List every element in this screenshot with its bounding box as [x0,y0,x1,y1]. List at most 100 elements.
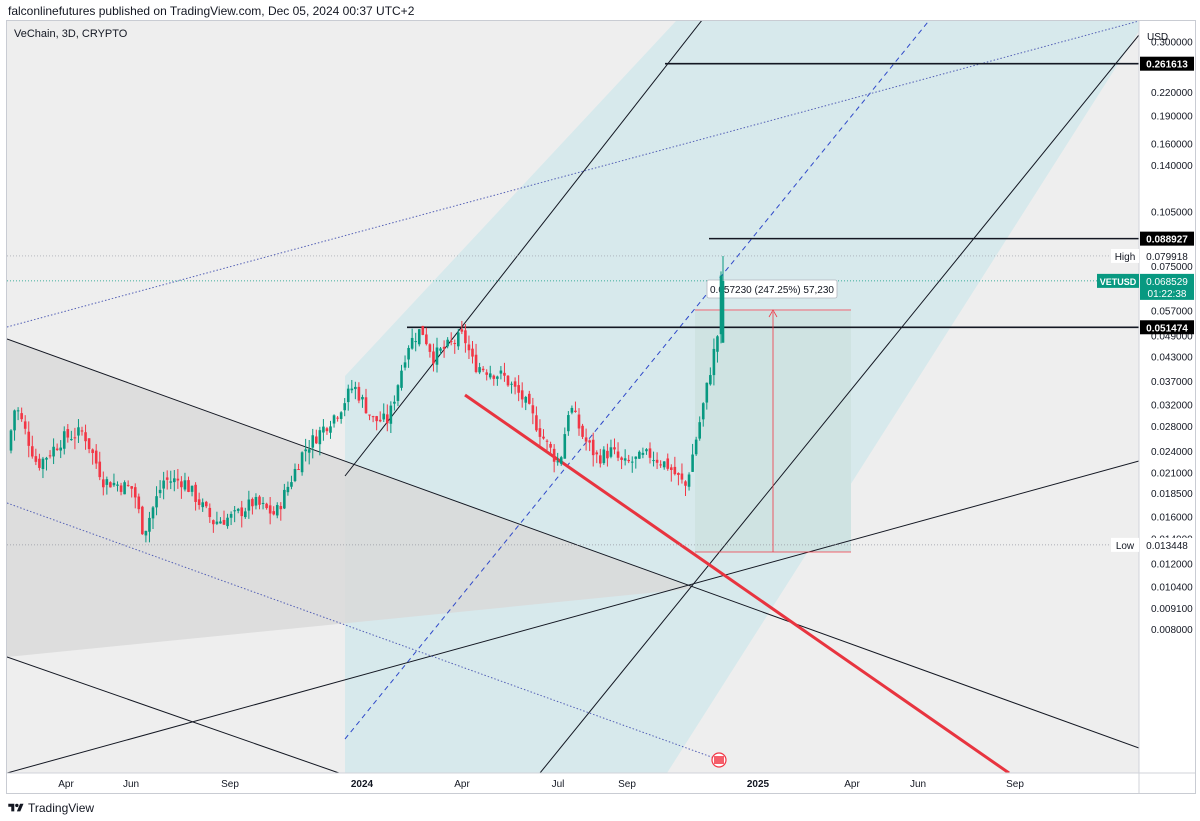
candle-body-145 [524,396,528,403]
candle-body-139 [503,372,506,376]
candle-body-78 [286,486,290,493]
candle-body-59 [219,521,222,524]
candle-body-144 [520,390,524,400]
candle-body-163 [588,440,591,443]
candle-body-137 [496,376,499,379]
candle-body-97 [354,386,357,390]
candle-body-45 [169,481,173,483]
candle-body-42 [158,489,162,494]
candle-body-32 [123,482,126,495]
time-axis[interactable]: Apr Jun Sep 2024 Apr Jul Sep 2025 Apr Jun Sep [7,772,1195,790]
candle-body-63 [233,510,236,512]
candle-body-15 [62,431,66,449]
candle-body-81 [297,469,300,471]
candle-body-150 [542,436,545,439]
y-tick-label-15: 0.018500 [1151,489,1193,500]
countdown-text: 01:22:38 [1148,289,1187,300]
candle-body-161 [581,425,584,437]
range-arrow-head [768,309,778,318]
candle-body-140 [506,375,510,386]
tradingview-footer[interactable]: TradingView [8,800,94,816]
candle-body-68 [251,498,254,507]
candle-body-104 [378,419,382,422]
candle-body-66 [244,511,247,518]
earnings-marker[interactable] [711,752,727,768]
candle-body-189 [680,473,684,480]
candle-body-187 [673,466,677,475]
candle-body-180 [648,448,652,458]
candle-body-71 [261,502,265,504]
candle-body-12 [52,446,55,457]
candle-body-181 [652,460,655,462]
y-tick-label-2: 0.190000 [1151,112,1193,123]
y-tick-label-5: 0.105000 [1151,208,1193,219]
candle-body-100 [364,397,368,414]
y-tick-label-11: 0.032000 [1151,400,1193,411]
candle-body-40 [151,507,155,519]
candle-body-141 [510,383,513,385]
candle-body-37 [141,506,144,535]
high-tag-bg [1111,248,1139,263]
candle-body-52 [194,484,197,502]
price-axis[interactable]: USD 0.300000 0.220000 0.190000 0.160000 0.14… [1097,21,1194,793]
high-price-badge [1140,248,1194,263]
candle-body-13 [55,448,59,450]
price-chart[interactable]: 0.057230 (247.25%) 57,230 USD 0.300000 0.… [7,21,1195,793]
candle-body-96 [350,388,354,391]
candle-body-102 [371,416,375,418]
candle-body-108 [393,401,396,404]
candle-body-122 [442,346,446,349]
rising-support-line [7,460,1139,773]
y-tick-label-6: 0.075000 [1151,262,1193,273]
y-tick-label-16: 0.016000 [1151,513,1193,524]
candle-body-199 [716,336,719,352]
candle-body-164 [591,439,595,456]
x-tick-label-10: Sep [1006,779,1024,790]
tradingview-logo-icon [8,803,24,812]
candle-body-105 [382,413,386,420]
x-tick-label-3: 2024 [351,779,374,790]
low-tag: Low [1116,541,1135,552]
high-tag: High [1115,252,1136,263]
candle-body-85 [311,435,315,448]
channel-upper-line [344,21,702,477]
candle-body-169 [609,447,613,457]
candle-body-27 [105,479,109,485]
y-tick-label-18: 0.012000 [1151,559,1193,570]
candle-body-67 [247,499,251,511]
candle-body-170 [613,447,616,450]
candle-body-130 [471,348,474,357]
candle-body-151 [545,440,549,442]
candle-body-192 [691,454,694,472]
candle-body-118 [428,344,432,352]
candle-body-133 [481,368,485,371]
candle-body-53 [197,499,201,506]
candle-body-124 [449,341,453,343]
candle-body-143 [517,385,520,393]
candle-body-152 [549,443,552,448]
pitchfork-upper-line [7,338,1139,749]
candle-body-125 [453,343,457,345]
left-pitchfork-fill [7,339,691,657]
candle-body-89 [325,428,329,432]
candle-body-166 [599,455,602,464]
candle-body-198 [712,348,716,376]
y-tick-label-7: 0.057000 [1151,307,1193,318]
symbol-badge [1097,273,1139,288]
candle-body-16 [66,429,70,438]
candle-body-26 [102,479,105,488]
candle-body-61 [226,517,229,527]
candle-body-28 [109,482,112,488]
x-tick-label-7: 2025 [747,779,770,790]
candle-body-55 [204,501,208,507]
candle-body-126 [457,332,460,347]
low-price-text: 0.013448 [1146,541,1188,552]
candle-body-24 [94,450,98,464]
candle-body-146 [528,393,531,404]
candle-body-190 [684,481,687,486]
price-labels: 0.261613 0.088927 High 0.079918 VETUSD 0.0685… [1097,56,1194,552]
chart-frame[interactable]: 0.057230 (247.25%) 57,230 USD 0.300000 0.… [6,20,1196,794]
candle-body-86 [315,436,318,444]
pitchfork-lower-line [7,656,340,773]
candle-body-20 [80,430,84,432]
